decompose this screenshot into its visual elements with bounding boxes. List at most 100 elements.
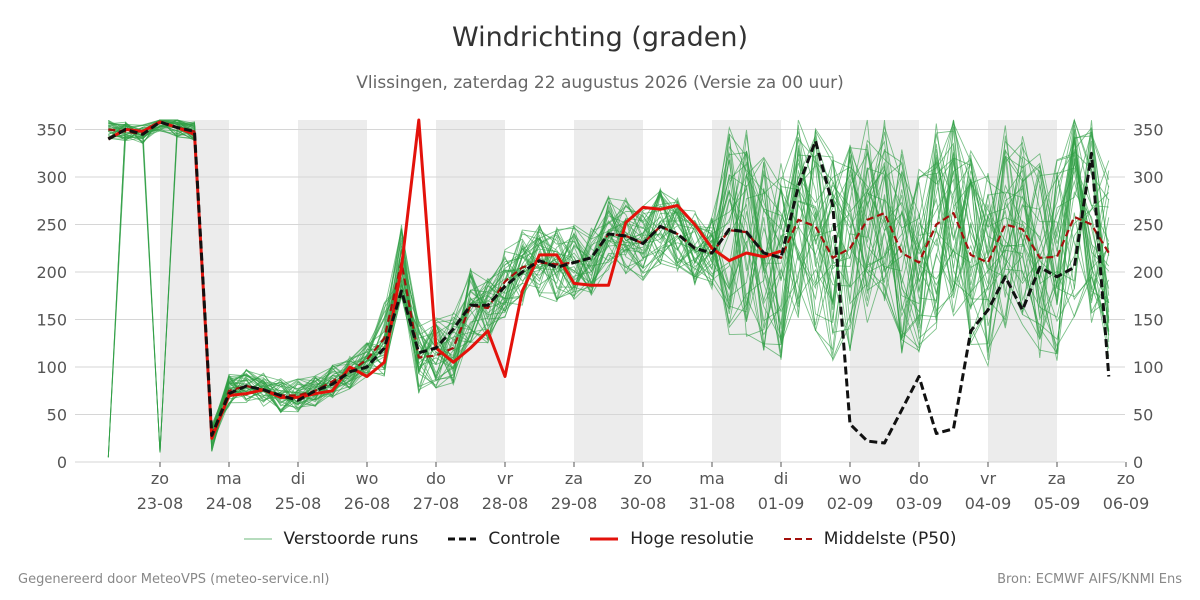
x-tick-date-7: 30-08 [620, 494, 667, 513]
shaded-band-1 [298, 120, 367, 462]
ensemble-run-23 [108, 122, 1110, 432]
x-tick-day-1: ma [216, 469, 241, 488]
ensemble-run-20 [107, 119, 1110, 458]
y-tick-right-300: 300 [1133, 168, 1164, 187]
x-tick-date-6: 29-08 [551, 494, 598, 513]
x-tick-date-2: 25-08 [275, 494, 322, 513]
ensemble-run-36 [108, 121, 1110, 452]
chart-subtitle: Vlissingen, zaterdag 22 augustus 2026 (V… [356, 73, 844, 93]
series-control-line [107, 120, 1111, 445]
ensemble-run-19 [108, 126, 1110, 427]
x-tick-date-5: 28-08 [482, 494, 529, 513]
ensemble-run-7 [108, 119, 1110, 434]
ensemble-run-1 [107, 121, 1110, 458]
ensemble-run-2 [108, 119, 1110, 449]
shaded-band-4 [712, 120, 781, 462]
y-tick-left-100: 100 [36, 358, 67, 377]
x-tick-date-3: 26-08 [344, 494, 391, 513]
y-tick-right-50: 50 [1133, 406, 1153, 425]
ensemble-run-33 [108, 118, 1110, 433]
ensemble-run-8 [107, 118, 1110, 458]
legend-item-median[interactable]: Middelste (P50) [783, 529, 957, 549]
ensemble-run-9 [108, 119, 1110, 435]
y-tick-left-350: 350 [36, 121, 67, 140]
y-tick-left-50: 50 [47, 406, 67, 425]
x-tick-day-3: wo [356, 469, 379, 488]
ensemble-run-28 [108, 120, 1109, 430]
shaded-band-3 [574, 120, 643, 462]
legend-label-hres: Hoge resolutie [630, 529, 754, 549]
ensemble-run-18 [108, 123, 1110, 453]
ensemble-run-37 [108, 119, 1110, 426]
ensemble-run-27 [108, 119, 1110, 434]
ensemble-run-34 [108, 119, 1110, 434]
legend-item-ensemble[interactable]: Verstoorde runs [243, 529, 418, 549]
ensemble-run-5 [108, 121, 1110, 453]
x-tick-day-0: zo [151, 469, 169, 488]
x-tick-day-9: di [774, 469, 789, 488]
y-tick-left-250: 250 [36, 216, 67, 235]
x-tick-day-7: zo [634, 469, 652, 488]
x-tick-day-2: di [291, 469, 306, 488]
x-tick-date-13: 05-09 [1034, 494, 1081, 513]
ensemble-run-26 [108, 122, 1110, 432]
series-median-line [108, 120, 1110, 437]
x-tick-date-11: 03-09 [896, 494, 943, 513]
legend-label-control: Controle [488, 529, 561, 549]
ensemble-run-30 [108, 119, 1110, 432]
ensemble-run-38 [108, 119, 1110, 437]
y-tick-right-250: 250 [1133, 216, 1164, 235]
y-tick-left-200: 200 [36, 263, 67, 282]
ensemble-run-35 [108, 119, 1110, 447]
y-tick-right-0: 0 [1133, 453, 1143, 472]
ensemble-run-22 [108, 122, 1110, 453]
ensemble-run-11 [108, 119, 1110, 429]
shaded-band-0 [160, 120, 229, 462]
y-tick-right-100: 100 [1133, 358, 1164, 377]
y-tick-left-150: 150 [36, 311, 67, 330]
footer-credit[interactable]: Gegenereerd door MeteoVPS (meteo-service… [18, 572, 330, 587]
legend-item-hres[interactable]: Hoge resolutie [590, 529, 754, 549]
x-tick-day-6: za [565, 469, 583, 488]
ensemble-run-13 [108, 119, 1110, 445]
shaded-band-5 [850, 120, 919, 462]
shaded-band-6 [988, 120, 1057, 462]
series-hres-line [107, 118, 782, 440]
x-tick-day-13: za [1048, 469, 1066, 488]
shaded-band-2 [436, 120, 505, 462]
ensemble-run-25 [108, 119, 1110, 452]
y-tick-left-300: 300 [36, 168, 67, 187]
x-tick-date-14: 06-09 [1103, 494, 1150, 513]
x-tick-date-12: 04-09 [965, 494, 1012, 513]
x-tick-date-4: 27-08 [413, 494, 460, 513]
y-tick-right-350: 350 [1133, 121, 1164, 140]
x-tick-day-10: wo [839, 469, 862, 488]
ensemble-run-32 [108, 127, 1110, 442]
ensemble-run-16 [107, 122, 1110, 458]
ensemble-run-15 [108, 119, 1110, 430]
x-tick-day-5: vr [497, 469, 513, 488]
ensemble-run-6 [108, 119, 1110, 433]
x-tick-day-14: zo [1117, 469, 1135, 488]
x-tick-day-4: do [426, 469, 446, 488]
ensemble-run-21 [107, 119, 1110, 458]
x-tick-date-0: 23-08 [137, 494, 184, 513]
legend-label-median: Middelste (P50) [823, 529, 957, 549]
ensemble-run-3 [108, 122, 1110, 439]
legend-swatch-ensemble [243, 538, 272, 540]
x-tick-date-1: 24-08 [206, 494, 253, 513]
legend-item-control[interactable]: Controle [448, 529, 560, 549]
legend: Verstoorde runs Controle Hoge resolutie … [0, 529, 1200, 549]
ensemble-run-31 [108, 123, 1110, 435]
y-tick-right-150: 150 [1133, 311, 1164, 330]
ensemble-run-29 [108, 119, 1110, 429]
ensemble-run-39 [108, 119, 1110, 445]
ensemble-run-17 [108, 119, 1110, 430]
y-tick-right-200: 200 [1133, 263, 1164, 282]
ensemble-run-14 [108, 125, 1110, 438]
x-tick-date-9: 01-09 [758, 494, 805, 513]
legend-swatch-control [448, 537, 477, 541]
y-tick-left-0: 0 [57, 453, 67, 472]
footer-source: Bron: ECMWF AIFS/KNMI Ens [997, 572, 1182, 587]
ensemble-run-10 [108, 119, 1110, 431]
